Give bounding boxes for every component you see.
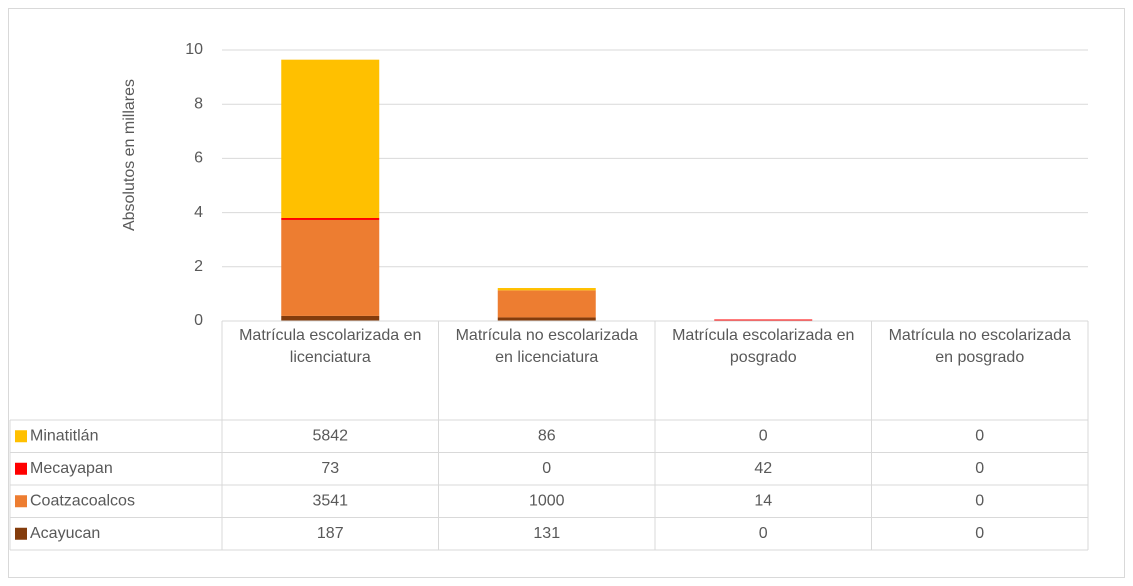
table-cell: 1000 <box>529 492 565 509</box>
bar-segment <box>281 315 380 321</box>
table-cell: 0 <box>975 460 984 477</box>
table-cell: 14 <box>754 492 772 509</box>
bar-segment <box>497 317 596 321</box>
bar-segment <box>497 288 596 291</box>
bar-segment <box>497 290 596 318</box>
legend-swatch <box>15 527 27 540</box>
legend-label: Acayucan <box>30 525 100 542</box>
table-cell: 86 <box>538 427 556 444</box>
y-tick-label: 6 <box>194 150 203 167</box>
legend-swatch <box>15 495 27 508</box>
bar-segment <box>281 59 380 218</box>
legend-label: Coatzacoalcos <box>30 492 135 509</box>
table-cell: 42 <box>754 460 772 477</box>
table-cell: 0 <box>975 492 984 509</box>
table-cell: 73 <box>321 460 339 477</box>
table-cell: 3541 <box>312 492 348 509</box>
y-tick-label: 10 <box>185 41 203 58</box>
legend-label: Mecayapan <box>30 460 113 477</box>
legend-swatch <box>15 462 27 475</box>
y-tick-label: 2 <box>194 258 203 275</box>
x-tick-label: Matrícula escolarizada en licenciatura <box>239 327 422 366</box>
table-cell: 0 <box>759 427 768 444</box>
table-cell: 187 <box>317 525 344 542</box>
table-cell: 0 <box>975 525 984 542</box>
legend-swatch <box>15 430 27 443</box>
legend-label: Minatitlán <box>30 427 98 444</box>
bar-segment <box>714 319 813 321</box>
table-cell: 5842 <box>312 427 348 444</box>
table-cell: 0 <box>759 525 768 542</box>
y-tick-label: 0 <box>194 312 203 329</box>
x-tick-label: Matrícula no escolarizada en posgrado <box>888 327 1071 366</box>
y-tick-label: 8 <box>194 95 203 112</box>
table-cell: 0 <box>975 427 984 444</box>
x-tick-label: Matrícula escolarizada en posgrado <box>672 327 855 366</box>
table-cell: 131 <box>533 525 560 542</box>
bar-segment <box>281 219 380 316</box>
bar-segment <box>281 217 380 220</box>
chart-border <box>8 8 1125 578</box>
y-axis-title: Absolutos en millares <box>121 79 138 231</box>
y-tick-label: 4 <box>194 204 203 221</box>
table-cell: 0 <box>542 460 551 477</box>
x-tick-label: Matrícula no escolarizada en licenciatur… <box>455 327 638 366</box>
